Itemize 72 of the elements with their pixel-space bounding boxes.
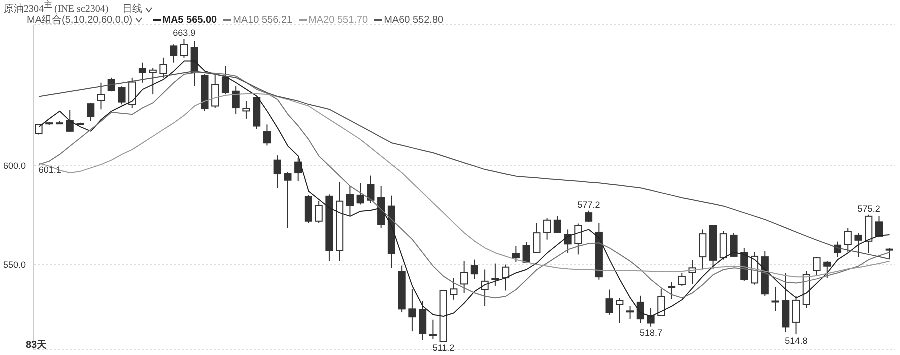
chart-title: 原油2304$^{主}$ (INE sc2304): [4, 1, 109, 16]
candlestick: [242, 100, 250, 120]
legend-label: MA60 552.80: [383, 15, 444, 26]
candlestick: [772, 286, 780, 312]
y-tick-label: 600.0: [3, 160, 26, 171]
candlestick: [128, 77, 136, 109]
legend-label: MA5 565.00: [162, 15, 218, 26]
candlestick: [222, 66, 230, 96]
candlestick: [544, 218, 552, 240]
legend-label: MA20 551.70: [308, 15, 368, 26]
annotation: 663.9: [173, 28, 196, 38]
candlestick: [284, 172, 292, 229]
candlestick: [170, 44, 178, 64]
annotation: 575.2: [858, 204, 880, 214]
candlestick: [367, 175, 375, 204]
candlestick: [792, 296, 800, 336]
candlestick: [315, 200, 323, 224]
candlestick: [533, 222, 541, 254]
candlestick: [668, 282, 676, 300]
candlestick: [522, 242, 530, 264]
chart-subtitle: 日线: [122, 4, 143, 16]
candlestick: [212, 75, 220, 109]
candlestick: [502, 264, 510, 292]
candlestick: [97, 82, 106, 110]
candlestick: [678, 272, 686, 287]
candlestick: [492, 263, 500, 287]
candlestick: [429, 319, 437, 340]
candlestick: [636, 295, 644, 324]
candlestick: [180, 38, 188, 58]
candlestick: [87, 102, 95, 122]
candlestick: [720, 230, 728, 260]
candlestick: [419, 300, 427, 341]
candlestick: [854, 232, 862, 258]
candlestick: [470, 259, 478, 280]
candlestick: [460, 260, 468, 294]
candlestick: [108, 77, 116, 92]
candlestick: [699, 229, 707, 270]
legend-label: MA10 556.21: [232, 15, 293, 26]
candlestick: [585, 210, 593, 223]
candlestick: [554, 216, 562, 234]
candlestick: [844, 228, 852, 252]
candlestick: [138, 62, 147, 84]
line-series: [38, 70, 890, 260]
annotation: 511.2: [432, 343, 455, 354]
candlestick: [616, 298, 624, 324]
candlestick: [886, 248, 894, 260]
candlestick: [274, 155, 282, 189]
candlestick: [481, 269, 489, 307]
y-tick-label: 550.0: [3, 260, 26, 270]
candlestick: [149, 68, 157, 96]
candlestick: [356, 182, 364, 206]
candlestick: [232, 86, 240, 114]
legend-title: MA组合(5,10,20,60,0,0): [27, 15, 133, 26]
annotation: 518.7: [640, 328, 662, 338]
candlestick: [824, 260, 832, 279]
candlestick: [512, 246, 520, 263]
annotation: 601.1: [38, 164, 62, 175]
candlestick: [626, 306, 634, 320]
candlestick: [658, 288, 666, 318]
candlestick: [160, 57, 168, 78]
candlestick: [574, 223, 582, 256]
candlestick: [408, 288, 416, 332]
annotation: 514.8: [785, 336, 808, 346]
candlestick: [813, 256, 821, 276]
candlestick: [118, 86, 126, 106]
annotation: 577.2: [578, 200, 600, 210]
candlestick: [263, 124, 271, 146]
candlestick: [294, 157, 302, 182]
candlestick: [346, 186, 354, 217]
candlestick: [606, 289, 614, 316]
candlestick: [450, 278, 458, 300]
annotation: 83天: [26, 340, 48, 351]
